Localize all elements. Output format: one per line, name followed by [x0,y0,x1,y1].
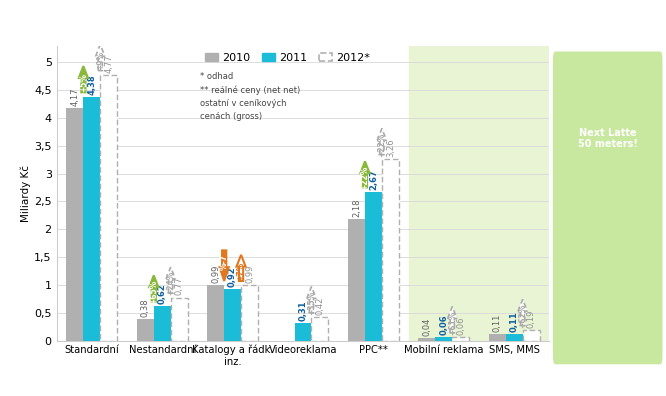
Bar [365,192,382,341]
Text: 0,31: 0,31 [298,301,308,321]
Polygon shape [518,299,527,326]
Text: 0,99: 0,99 [245,265,254,283]
Text: 2,67: 2,67 [369,169,378,190]
Bar [523,330,539,341]
Bar [241,286,258,341]
Bar [294,323,312,341]
Bar [83,97,101,341]
Text: 0,06: 0,06 [456,316,466,335]
Text: Výkon jednotlivých forem internetové inzerce v mld. Kč: Výkon jednotlivých forem internetové inz… [10,11,597,31]
Legend: 2010, 2011, 2012*: 2010, 2011, 2012* [200,48,375,67]
Text: 0,19: 0,19 [527,309,535,328]
Bar [409,46,549,341]
Text: +22%: +22% [360,166,370,190]
Text: 0,62: 0,62 [158,283,166,304]
Polygon shape [378,128,386,155]
Polygon shape [220,250,228,281]
Text: +22%: +22% [378,133,386,157]
Bar [67,109,83,341]
Text: +62%: +62% [518,303,527,328]
Polygon shape [149,276,159,302]
Bar [505,335,523,341]
Text: +65%: +65% [149,280,159,304]
FancyBboxPatch shape [553,51,663,364]
Bar [452,337,469,341]
Text: 4,77: 4,77 [104,54,113,73]
Bar [312,317,328,341]
Text: * odhad
** reálné ceny (net net)
ostatní v ceníkových
cenách (gross): * odhad ** reálné ceny (net net) ostatní… [200,72,300,122]
Polygon shape [360,161,370,187]
Text: 0,04: 0,04 [422,318,432,336]
Text: +24%: +24% [166,271,175,295]
Text: %-7: %-7 [220,254,228,270]
Text: 0,92: 0,92 [228,267,237,287]
Polygon shape [166,267,175,293]
Text: +5%: +5% [79,73,88,92]
Bar [154,306,170,341]
Text: 3,26: 3,26 [386,138,395,157]
Polygon shape [96,44,105,70]
Text: 0,06: 0,06 [440,314,448,335]
Polygon shape [236,255,246,281]
Text: 0,38: 0,38 [141,299,150,317]
Bar [348,219,365,341]
Text: 0,99: 0,99 [211,265,220,283]
Bar [207,286,224,341]
Text: 2,18: 2,18 [352,198,361,217]
Polygon shape [307,287,316,313]
Bar [137,320,154,341]
Text: +35%: +35% [307,291,316,315]
Bar [418,338,436,341]
Polygon shape [79,66,88,92]
Bar [101,75,117,341]
Text: 0,77: 0,77 [174,277,184,295]
Text: +9%: +9% [96,51,105,70]
Text: +61%: +61% [448,310,457,335]
Text: 0,42: 0,42 [316,297,324,315]
Polygon shape [448,307,457,333]
Bar [170,298,188,341]
Text: Next Latte
50 meters!: Next Latte 50 meters! [578,128,637,149]
Text: +7%: +7% [236,261,246,281]
Text: 4,38: 4,38 [87,74,97,95]
Text: 4,17: 4,17 [71,88,79,106]
Text: 0,11: 0,11 [509,312,519,332]
Bar [382,159,399,341]
Bar [436,337,452,341]
Text: 0,11: 0,11 [493,314,502,332]
Y-axis label: Miliardy Kč: Miliardy Kč [21,165,31,221]
Bar [224,289,241,341]
Bar [489,335,505,341]
